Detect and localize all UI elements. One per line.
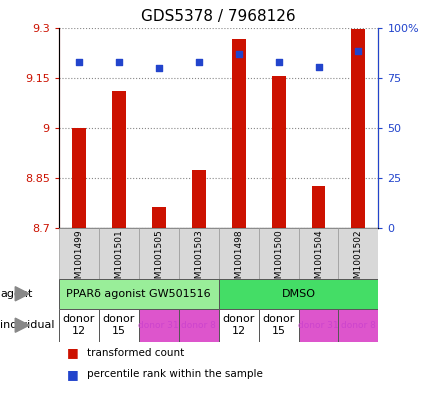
Bar xyxy=(231,39,245,228)
FancyBboxPatch shape xyxy=(218,309,258,342)
Text: donor
15: donor 15 xyxy=(262,314,294,336)
FancyBboxPatch shape xyxy=(138,309,178,342)
Text: ■: ■ xyxy=(67,368,83,381)
Text: GSM1001502: GSM1001502 xyxy=(353,230,362,290)
FancyBboxPatch shape xyxy=(178,228,218,279)
FancyBboxPatch shape xyxy=(59,279,218,309)
Bar xyxy=(271,76,285,228)
Bar xyxy=(112,91,125,228)
FancyBboxPatch shape xyxy=(298,228,338,279)
Point xyxy=(314,63,321,70)
Text: GSM1001504: GSM1001504 xyxy=(313,230,322,290)
FancyBboxPatch shape xyxy=(178,309,218,342)
FancyBboxPatch shape xyxy=(99,309,138,342)
Bar xyxy=(311,186,325,228)
Text: GSM1001499: GSM1001499 xyxy=(74,230,83,290)
Bar xyxy=(72,128,85,228)
Point xyxy=(195,59,202,65)
FancyBboxPatch shape xyxy=(99,228,138,279)
FancyBboxPatch shape xyxy=(59,309,99,342)
Text: transformed count: transformed count xyxy=(87,348,184,358)
Bar xyxy=(351,29,365,228)
Text: donor
12: donor 12 xyxy=(222,314,254,336)
Text: donor 31: donor 31 xyxy=(297,321,338,330)
FancyBboxPatch shape xyxy=(258,309,298,342)
FancyBboxPatch shape xyxy=(59,228,99,279)
Text: GSM1001503: GSM1001503 xyxy=(194,230,203,290)
Point xyxy=(155,64,162,71)
Point xyxy=(354,48,361,54)
FancyBboxPatch shape xyxy=(298,309,338,342)
Text: individual: individual xyxy=(0,320,55,330)
FancyBboxPatch shape xyxy=(338,228,378,279)
FancyBboxPatch shape xyxy=(218,228,258,279)
FancyBboxPatch shape xyxy=(218,279,378,309)
Text: donor 31: donor 31 xyxy=(138,321,178,330)
FancyBboxPatch shape xyxy=(138,228,178,279)
Text: donor 8: donor 8 xyxy=(181,321,216,330)
Text: GSM1001505: GSM1001505 xyxy=(154,230,163,290)
Point xyxy=(75,59,82,65)
Text: agent: agent xyxy=(0,289,33,299)
Text: GSM1001501: GSM1001501 xyxy=(114,230,123,290)
Bar xyxy=(191,171,205,228)
Text: percentile rank within the sample: percentile rank within the sample xyxy=(87,369,262,379)
Text: GSM1001500: GSM1001500 xyxy=(273,230,283,290)
Text: PPARδ agonist GW501516: PPARδ agonist GW501516 xyxy=(66,289,210,299)
Text: donor
12: donor 12 xyxy=(62,314,95,336)
Title: GDS5378 / 7968126: GDS5378 / 7968126 xyxy=(141,9,295,24)
FancyBboxPatch shape xyxy=(338,309,378,342)
Text: donor
15: donor 15 xyxy=(102,314,135,336)
Text: DMSO: DMSO xyxy=(281,289,315,299)
FancyBboxPatch shape xyxy=(258,228,298,279)
Point xyxy=(274,59,281,65)
Bar xyxy=(151,207,165,228)
Point xyxy=(234,50,241,57)
Text: GSM1001498: GSM1001498 xyxy=(233,230,243,290)
Text: donor 8: donor 8 xyxy=(340,321,375,330)
Point xyxy=(115,59,122,65)
Text: ■: ■ xyxy=(67,346,83,359)
